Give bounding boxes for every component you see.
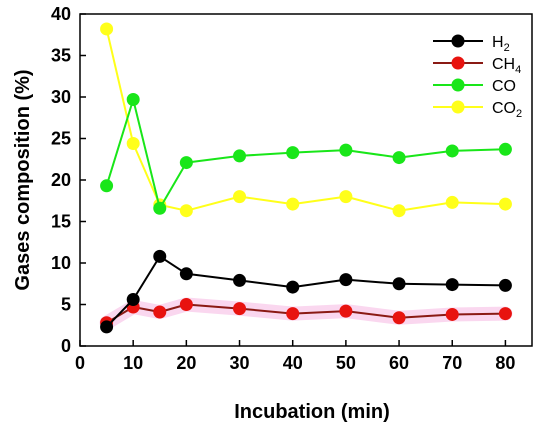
legend-label-subscript: 4	[515, 64, 521, 76]
y-tick-label: 5	[61, 295, 71, 315]
data-point-ch4	[392, 311, 406, 325]
data-point-co	[339, 143, 353, 157]
x-tick-label: 40	[283, 353, 303, 373]
data-point-ch4	[445, 307, 459, 321]
y-tick-label: 20	[51, 170, 71, 190]
data-point-ch4	[498, 307, 512, 321]
axes-group: 0 10 20 30 40 50 60 70 80 0 5 10 15 20 25 30 35 40	[51, 4, 533, 373]
y-tick-label: 30	[51, 87, 71, 107]
legend-label-main: CO	[492, 78, 516, 95]
data-point-co	[153, 201, 167, 215]
data-point-co	[100, 179, 114, 193]
x-tick-label: 70	[442, 353, 462, 373]
x-tick-label: 0	[75, 353, 85, 373]
legend-item-h2: H2	[433, 34, 510, 54]
data-point-h2	[126, 293, 140, 307]
legend-label-co2: CO2	[492, 100, 522, 120]
data-point-h2	[100, 320, 114, 334]
y-tick-label: 25	[51, 129, 71, 149]
data-point-co2	[498, 197, 512, 211]
data-point-h2	[392, 277, 406, 291]
series-co	[100, 92, 512, 215]
y-tick-label: 35	[51, 46, 71, 66]
legend-label-main: H	[492, 34, 504, 51]
legend-marker-ch4	[451, 56, 465, 70]
series-ch4-line	[106, 303, 506, 324]
legend-label-main: CO	[492, 100, 516, 117]
data-point-co	[445, 144, 459, 158]
data-point-h2	[498, 278, 512, 292]
data-point-co	[179, 156, 193, 170]
legend-marker-co2	[451, 100, 465, 114]
data-point-co	[126, 92, 140, 106]
legend-item-co2: CO2	[433, 100, 522, 120]
data-point-co2	[286, 197, 300, 211]
data-point-co2	[392, 204, 406, 218]
data-point-co	[286, 146, 300, 160]
legend-label-subscript: 2	[516, 108, 522, 120]
y-tick-label: 40	[51, 4, 71, 24]
series-group	[99, 22, 513, 334]
series-ch4	[99, 297, 513, 330]
data-point-co2	[100, 22, 114, 36]
series-co2-line	[105, 28, 506, 212]
y-axis-title: Gases composition (%)	[12, 69, 34, 290]
legend-label-ch4: CH4	[492, 56, 521, 76]
x-tick-label: 80	[495, 353, 515, 373]
y-tick-label: 0	[61, 336, 71, 356]
legend-marker-co	[451, 78, 465, 92]
x-axis-title: Incubation (min)	[234, 401, 390, 423]
legend-item-co: CO	[433, 78, 516, 95]
series-h2	[100, 249, 512, 334]
legend-label-h2: H2	[492, 34, 510, 54]
legend-label-main: CH	[492, 56, 515, 73]
data-point-ch4	[153, 305, 167, 319]
x-tick-label: 20	[176, 353, 196, 373]
data-point-co2	[339, 190, 353, 204]
data-point-h2	[286, 280, 300, 294]
legend-label-co: CO	[492, 78, 516, 95]
data-point-co2	[233, 190, 247, 204]
x-tick-label: 10	[123, 353, 143, 373]
data-point-ch4	[286, 307, 300, 321]
data-point-co	[233, 149, 247, 163]
data-point-h2	[233, 273, 247, 287]
data-point-co	[498, 142, 512, 156]
data-point-co2	[445, 195, 459, 209]
y-tick-label: 15	[51, 212, 71, 232]
data-point-h2	[339, 273, 353, 287]
legend-label-subscript: 2	[504, 42, 510, 54]
data-point-h2	[179, 267, 193, 281]
data-point-co2	[179, 204, 193, 218]
data-point-ch4	[179, 298, 193, 311]
data-point-ch4	[233, 302, 247, 316]
data-point-co2	[126, 136, 140, 150]
data-point-h2	[153, 249, 167, 263]
legend-marker-h2	[451, 34, 465, 48]
data-point-ch4	[339, 304, 353, 318]
y-tick-label: 10	[51, 253, 71, 273]
data-point-h2	[445, 278, 459, 292]
series-co2	[100, 22, 512, 218]
series-h2-line	[105, 255, 506, 328]
x-tick-label: 50	[336, 353, 356, 373]
data-point-co	[392, 151, 406, 165]
series-co-line	[105, 98, 506, 210]
x-tick-label: 60	[389, 353, 409, 373]
legend-item-ch4: CH4	[433, 56, 521, 76]
x-tick-label: 30	[230, 353, 250, 373]
